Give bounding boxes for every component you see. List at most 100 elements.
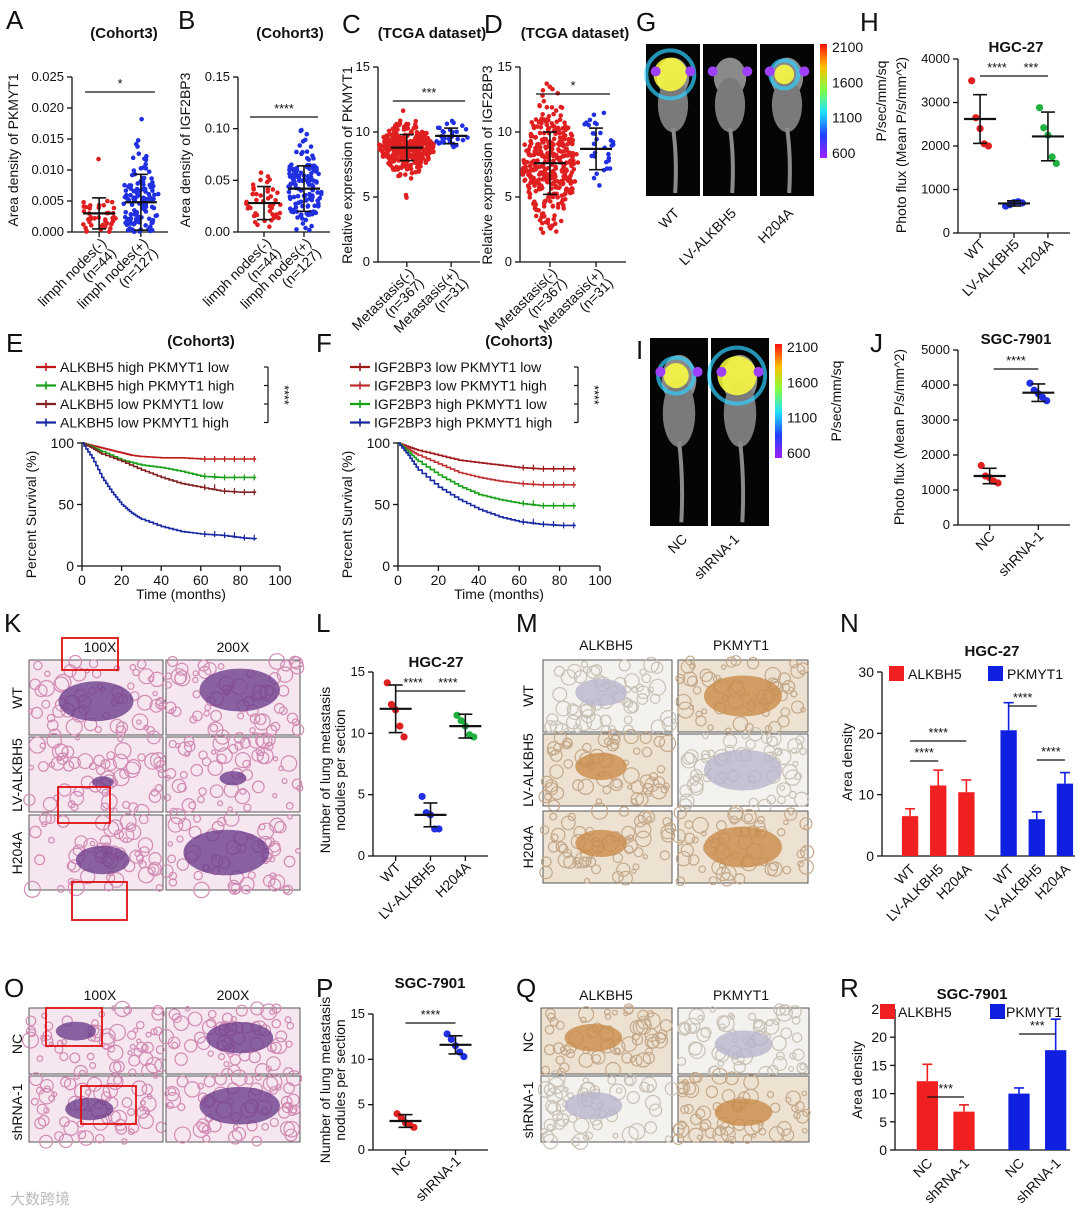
panel-h-ytick-label: 4000 <box>921 51 950 66</box>
zoom-box <box>71 881 128 921</box>
mouse-tail <box>677 441 685 523</box>
alveolus <box>121 1138 128 1145</box>
alveolus <box>639 731 652 744</box>
luminescence-signal <box>650 66 661 77</box>
alveolus <box>783 819 789 826</box>
data-point <box>155 191 161 197</box>
alveolus <box>637 811 652 825</box>
alveolus <box>611 870 624 883</box>
alveolus <box>88 659 99 669</box>
panel-r-title: SGC-7901 <box>937 986 1008 1003</box>
xtick-label: 20 <box>114 572 130 588</box>
alveolus <box>167 655 179 668</box>
data-point <box>1043 397 1051 405</box>
alveolus <box>168 739 177 749</box>
alveolus <box>56 752 69 765</box>
data-point <box>549 169 555 175</box>
data-point <box>572 179 578 184</box>
data-point <box>550 204 556 209</box>
alveolus <box>772 1056 788 1071</box>
alveolus <box>776 782 792 798</box>
alveolus <box>707 749 716 758</box>
panel-j-sig: **** <box>1006 354 1026 368</box>
alveolus <box>183 735 195 747</box>
alveolus <box>591 1119 603 1131</box>
panel-c-ytick-label: 0 <box>363 254 370 269</box>
data-point <box>449 118 455 124</box>
alveolus <box>132 1027 139 1034</box>
alveolus <box>623 698 634 709</box>
alveolus <box>115 725 127 737</box>
data-point <box>244 201 249 207</box>
data-point <box>122 182 127 188</box>
luminescence-signal <box>692 366 703 377</box>
data-point <box>541 98 547 104</box>
alveolus <box>776 1121 792 1137</box>
data-point <box>603 159 609 165</box>
panel-o-col: 200X <box>217 987 250 1003</box>
alveolus <box>131 713 149 731</box>
alveolus <box>692 685 702 695</box>
alveolus <box>112 807 118 813</box>
panel-a-title: (Cohort3) <box>90 25 158 42</box>
alveolus <box>230 1016 238 1023</box>
data-point <box>565 188 570 193</box>
data-point <box>297 143 303 148</box>
alveolus <box>282 885 291 894</box>
alveolus <box>733 1060 746 1074</box>
tumor-nodule <box>91 776 114 788</box>
legend-label: IGF2BP3 low PKMYT1 low <box>374 359 542 375</box>
data-point <box>550 86 555 92</box>
data-point <box>555 141 561 147</box>
alveolus <box>126 1030 137 1040</box>
alveolus <box>780 707 791 718</box>
alveolus <box>43 1107 50 1114</box>
alveolus <box>242 759 252 769</box>
alveolus <box>572 1133 589 1150</box>
alveolus <box>796 1062 808 1074</box>
panel-i-group-label: shRNA-1 <box>691 531 743 583</box>
alveolus <box>139 1099 146 1106</box>
ytick-label: 20 <box>858 725 874 741</box>
alveolus <box>60 1038 68 1046</box>
bar-pkmyt1 <box>1056 783 1074 856</box>
panel-b-title: (Cohort3) <box>256 25 324 42</box>
bar-alkbh5 <box>916 1081 938 1150</box>
data-point <box>319 189 324 195</box>
data-point <box>309 223 314 229</box>
data-point <box>303 217 309 223</box>
bar-alkbh5 <box>901 816 919 856</box>
alveolus <box>239 787 247 795</box>
data-point <box>275 190 280 196</box>
panel-label-f: F <box>316 328 332 358</box>
alveolus <box>262 874 276 888</box>
panel-p: 0 5 10 15 SGC-7901 **** Number of lung metasta… <box>317 975 488 1204</box>
alveolus <box>709 1006 717 1013</box>
xtick-label: 100 <box>268 572 292 588</box>
alveolus <box>565 1048 575 1059</box>
alveolus <box>777 672 791 686</box>
alveolus <box>699 1122 709 1132</box>
panel-q-row: shRNA-1 <box>520 1081 536 1138</box>
data-point <box>136 151 142 156</box>
alveolus <box>167 1087 177 1097</box>
panel-a-ytick-label: 0.020 <box>31 100 64 115</box>
alveolus <box>74 835 88 849</box>
tumor-nodule <box>55 1021 96 1041</box>
alveolus <box>203 1075 216 1088</box>
alveolus <box>33 660 43 671</box>
data-point <box>570 186 575 192</box>
alveolus <box>203 662 217 676</box>
legend-label: IGF2BP3 high PKMYT1 high <box>374 415 552 431</box>
panel-a-sig: * <box>118 77 123 91</box>
tumor-nodule <box>206 1022 274 1054</box>
data-point <box>540 163 546 168</box>
alveolus <box>148 790 162 803</box>
data-point <box>296 200 302 206</box>
alveolus <box>630 792 645 806</box>
data-point <box>413 118 419 124</box>
panel-h-title: HGC-27 <box>988 39 1043 56</box>
ytick-label: 10 <box>858 787 874 803</box>
alveolus <box>641 673 652 684</box>
data-point <box>395 127 400 132</box>
